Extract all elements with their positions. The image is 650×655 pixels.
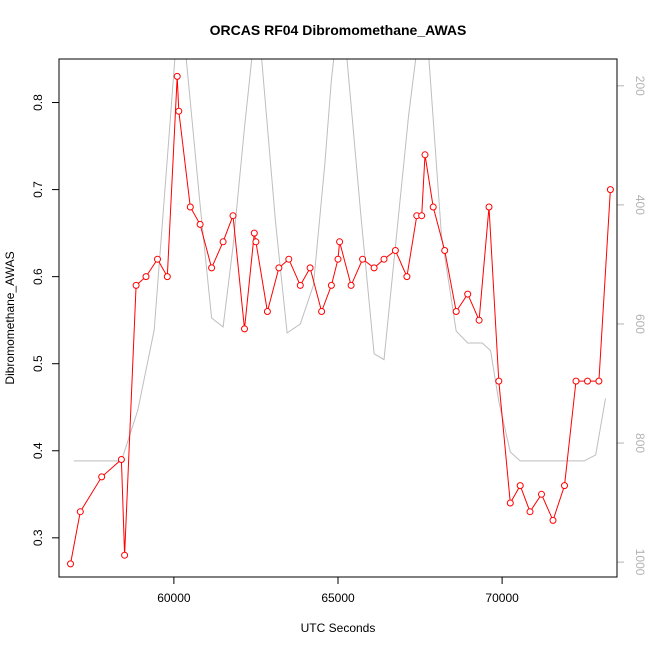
data-point [121, 551, 129, 559]
y-tick-label: 0.5 [31, 355, 45, 372]
data-point [380, 255, 388, 263]
y2-tick-label: 1000 [633, 549, 647, 576]
data-point [452, 308, 460, 315]
data-point [196, 220, 204, 228]
data-point [98, 473, 106, 481]
data-point [359, 255, 367, 263]
x-tick-label: 60000 [157, 591, 191, 605]
data-point [606, 186, 614, 194]
data-point [485, 203, 493, 211]
data-point [370, 264, 378, 272]
data-point [229, 212, 237, 220]
data-point [538, 490, 545, 498]
data-point [595, 377, 603, 385]
data-point [117, 456, 125, 463]
y2-tick-label: 600 [633, 314, 647, 334]
data-point [418, 212, 426, 220]
plot-frame [58, 58, 618, 578]
data-point [475, 316, 483, 324]
data-point [285, 255, 293, 263]
data-point [154, 255, 161, 263]
data-point [252, 238, 260, 246]
data-point [526, 508, 534, 516]
data-point [306, 264, 314, 272]
data-point [250, 229, 258, 237]
y-tick-label: 0.4 [31, 442, 45, 459]
data-point [403, 273, 411, 281]
data-point [336, 238, 344, 246]
data-point [429, 203, 437, 211]
primary-series-layer [67, 72, 614, 568]
data-point [67, 560, 74, 568]
data-point [296, 281, 304, 289]
data-point [334, 255, 342, 263]
data-point [142, 273, 150, 281]
data-point [464, 290, 472, 298]
data-point [506, 499, 514, 507]
y-tick-label: 0.8 [31, 94, 45, 111]
data-point [132, 281, 140, 289]
data-point [175, 107, 183, 115]
y2-tick-label: 800 [633, 433, 647, 453]
data-point [186, 203, 194, 211]
y2-tick-label: 400 [633, 195, 647, 215]
data-point [275, 264, 283, 272]
data-point [572, 377, 580, 385]
data-point [263, 308, 271, 315]
x-axis-label: UTC Seconds [301, 621, 376, 635]
chart-title: ORCAS RF04 Dibromomethane_AWAS [210, 22, 467, 38]
y-tick-label: 0.3 [31, 529, 45, 546]
data-point [441, 247, 449, 254]
data-point [241, 325, 248, 333]
x-tick-label: 70000 [485, 591, 519, 605]
data-point [327, 281, 335, 289]
data-point [347, 281, 355, 289]
data-point [318, 308, 326, 315]
y-tick-label: 0.7 [31, 181, 45, 198]
data-point [219, 238, 227, 246]
data-point [173, 72, 181, 80]
y2-tick-label: 200 [633, 76, 647, 96]
x-tick-label: 65000 [321, 591, 355, 605]
data-point [584, 377, 591, 385]
secondary-series-line [73, 59, 606, 462]
data-point [549, 516, 557, 524]
data-point [495, 377, 503, 385]
data-point [208, 264, 216, 272]
data-point [421, 151, 429, 159]
data-point [76, 508, 84, 516]
y-axis-label: Dibromomethane_AWAS [3, 251, 17, 384]
data-point [561, 482, 568, 490]
data-point [163, 273, 171, 281]
data-point [516, 482, 524, 490]
data-point [391, 247, 399, 254]
y-tick-label: 0.6 [31, 268, 45, 285]
secondary-series-layer [73, 59, 606, 462]
